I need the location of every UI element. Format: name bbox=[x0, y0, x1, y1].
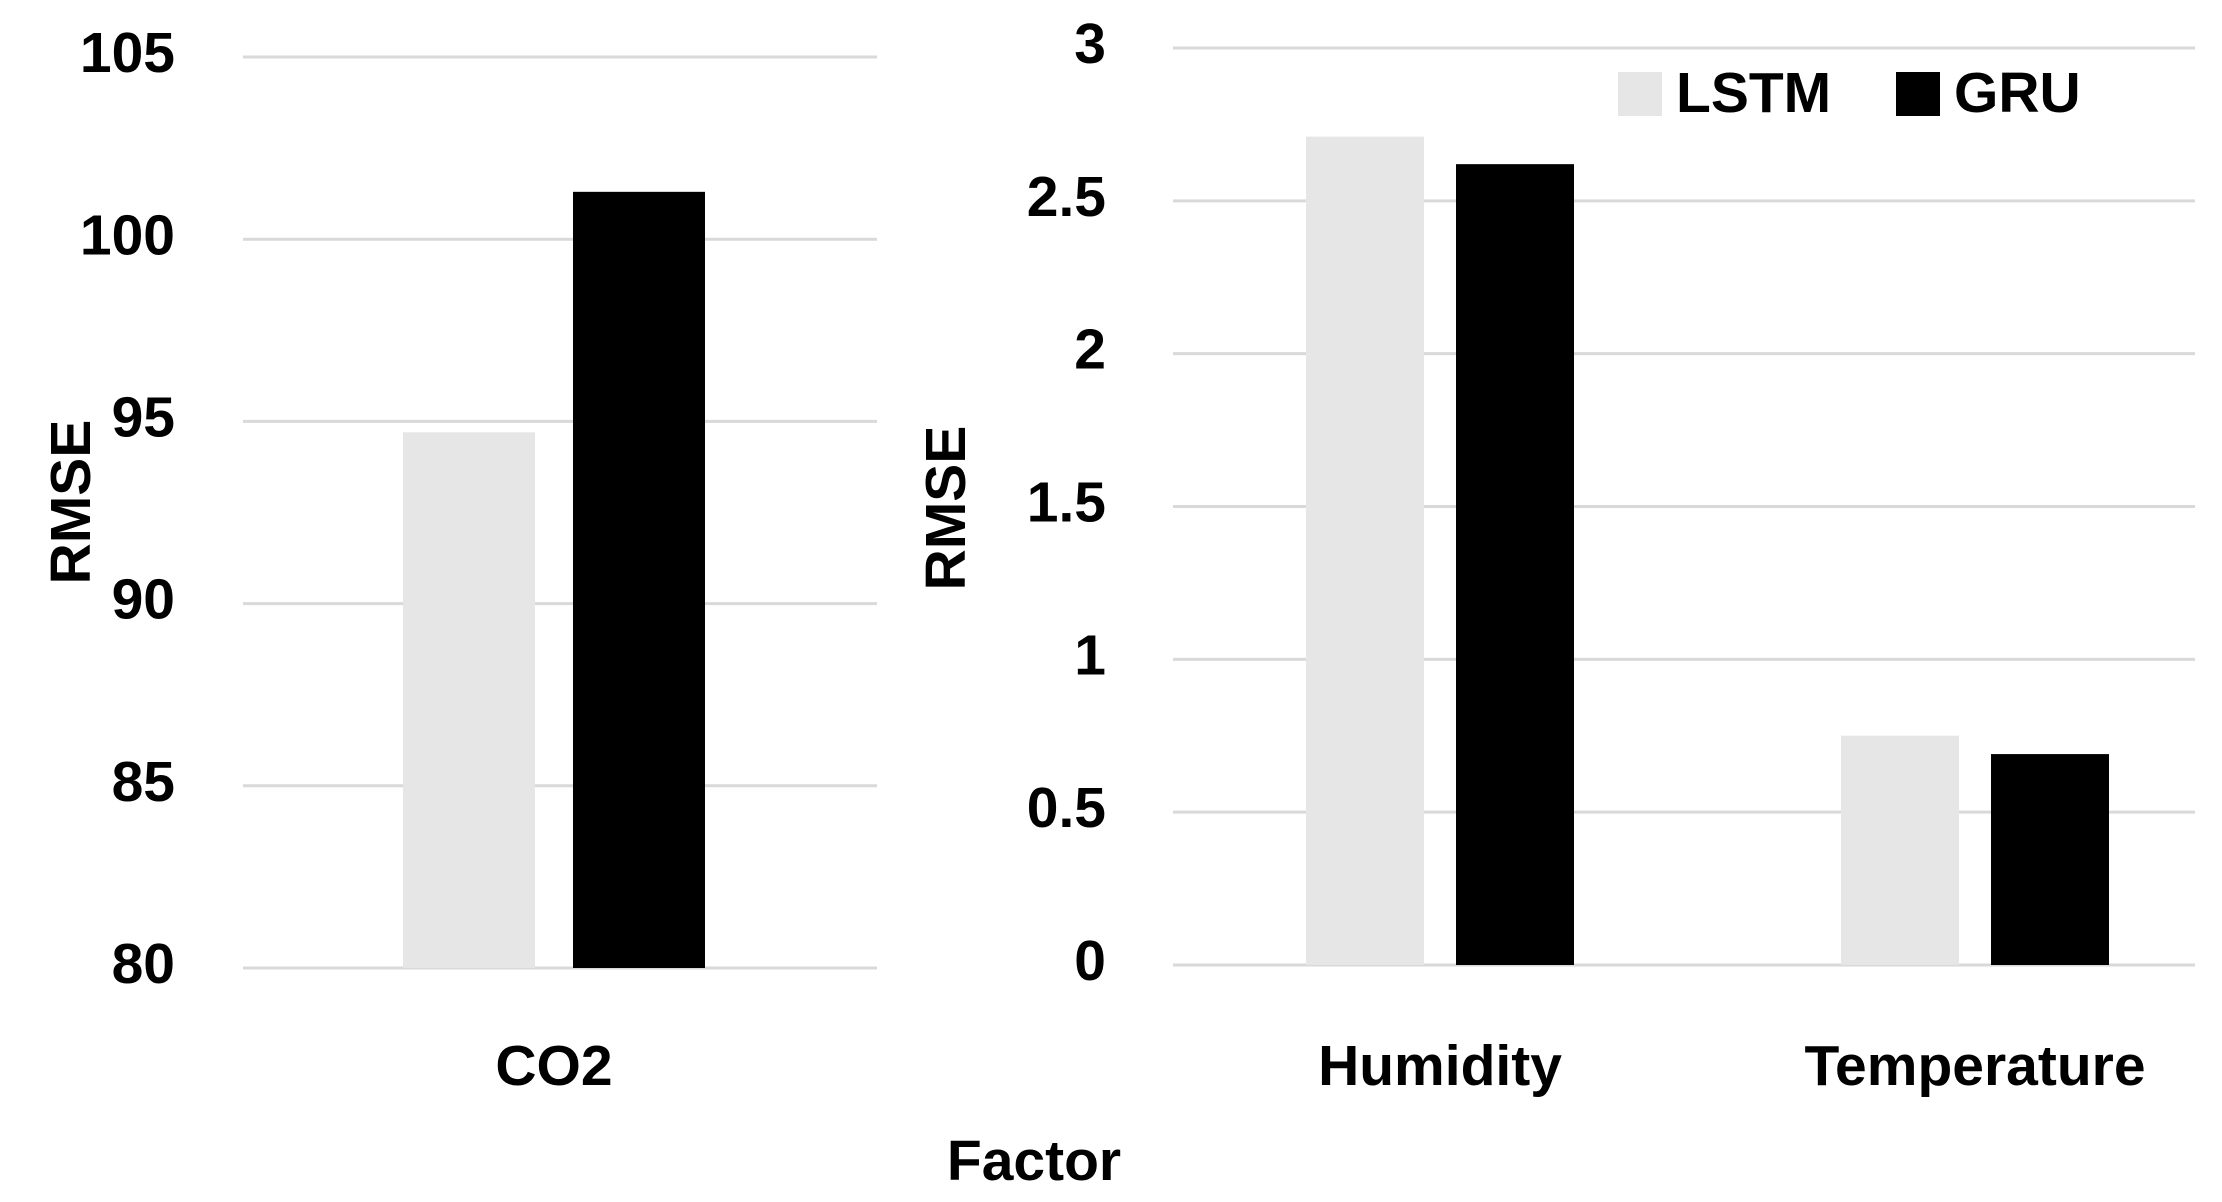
y-tick-label: 1 bbox=[1074, 623, 1106, 687]
legend-swatch-lstm bbox=[1618, 72, 1662, 116]
y-tick-label: 85 bbox=[112, 750, 175, 814]
bar-lstm-humidity bbox=[1306, 136, 1424, 966]
y-tick-label: 95 bbox=[112, 385, 175, 449]
y-tick-label: 1.5 bbox=[1027, 471, 1106, 535]
bar-gru-temperature bbox=[1991, 754, 2109, 965]
y-axis-title: RMSE bbox=[39, 420, 103, 585]
y-tick-label: 0 bbox=[1074, 929, 1106, 993]
bar-gru-co2 bbox=[573, 191, 705, 968]
y-tick-label: 80 bbox=[112, 932, 175, 996]
y-tick-label: 0.5 bbox=[1027, 776, 1106, 840]
bar-gru-humidity bbox=[1456, 164, 1574, 966]
legend-label-lstm: LSTM bbox=[1676, 61, 1831, 125]
x-category-label: CO2 bbox=[495, 1034, 612, 1098]
y-tick-labels: 0 0.5 1 1.5 2 2.5 3 bbox=[1027, 12, 1106, 993]
y-tick-label: 90 bbox=[112, 568, 175, 632]
legend-swatch-gru bbox=[1896, 72, 1940, 116]
y-tick-label: 2 bbox=[1074, 318, 1106, 382]
legend: LSTM GRU bbox=[1618, 61, 2081, 125]
panel-humidity-temperature: 0 0.5 1 1.5 2 2.5 3 Humidity Temperature RMSE bbox=[914, 12, 2195, 1098]
y-tick-label: 3 bbox=[1074, 12, 1106, 76]
y-tick-label: 2.5 bbox=[1027, 165, 1106, 229]
x-category-label: Temperature bbox=[1804, 1034, 2145, 1098]
x-category-label: Humidity bbox=[1318, 1034, 1562, 1098]
legend-label-gru: GRU bbox=[1954, 61, 2081, 125]
bar-lstm-temperature bbox=[1841, 735, 1959, 965]
panel-co2: 80 85 90 95 100 105 CO2 RMSE bbox=[39, 21, 877, 1098]
bar-lstm-co2 bbox=[403, 432, 535, 968]
y-tick-labels: 80 85 90 95 100 105 bbox=[80, 21, 175, 996]
bars bbox=[1306, 136, 2109, 966]
bars bbox=[403, 191, 705, 968]
x-category-labels: CO2 bbox=[495, 1034, 612, 1098]
y-tick-label: 105 bbox=[80, 21, 175, 85]
x-axis-title: Factor bbox=[947, 1129, 1121, 1193]
gridlines bbox=[243, 55, 877, 970]
y-tick-label: 100 bbox=[80, 203, 175, 267]
y-axis-title: RMSE bbox=[914, 426, 978, 591]
x-category-labels: Humidity Temperature bbox=[1318, 1034, 2145, 1098]
